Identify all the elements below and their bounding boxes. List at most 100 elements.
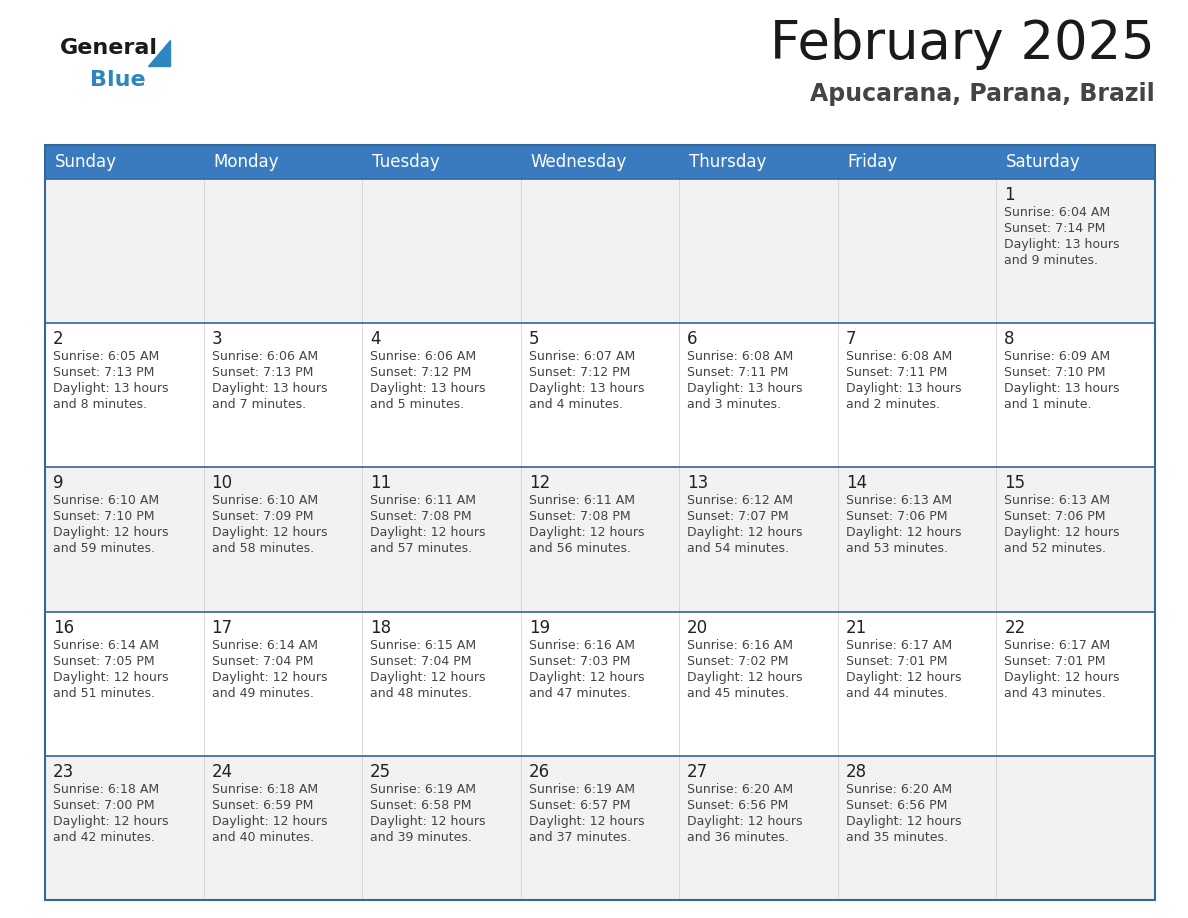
Text: 5: 5 bbox=[529, 330, 539, 348]
Text: 12: 12 bbox=[529, 475, 550, 492]
Text: Saturday: Saturday bbox=[1006, 153, 1081, 171]
Text: and 8 minutes.: and 8 minutes. bbox=[53, 398, 147, 411]
Text: Daylight: 12 hours: Daylight: 12 hours bbox=[846, 815, 961, 828]
Text: Sunset: 7:10 PM: Sunset: 7:10 PM bbox=[1004, 366, 1106, 379]
Text: 14: 14 bbox=[846, 475, 867, 492]
Text: Sunrise: 6:16 AM: Sunrise: 6:16 AM bbox=[687, 639, 794, 652]
Text: Sunday: Sunday bbox=[55, 153, 116, 171]
Text: and 45 minutes.: and 45 minutes. bbox=[687, 687, 789, 700]
Text: Daylight: 13 hours: Daylight: 13 hours bbox=[371, 382, 486, 396]
Text: Sunset: 7:08 PM: Sunset: 7:08 PM bbox=[371, 510, 472, 523]
Text: Sunrise: 6:09 AM: Sunrise: 6:09 AM bbox=[1004, 350, 1111, 364]
Text: Sunrise: 6:08 AM: Sunrise: 6:08 AM bbox=[846, 350, 952, 364]
Text: Sunset: 6:56 PM: Sunset: 6:56 PM bbox=[687, 799, 789, 812]
Text: Sunset: 7:09 PM: Sunset: 7:09 PM bbox=[211, 510, 312, 523]
Text: Sunset: 7:02 PM: Sunset: 7:02 PM bbox=[687, 655, 789, 667]
Text: 2: 2 bbox=[53, 330, 63, 348]
Text: 13: 13 bbox=[687, 475, 708, 492]
Text: Apucarana, Parana, Brazil: Apucarana, Parana, Brazil bbox=[810, 82, 1155, 106]
Text: and 47 minutes.: and 47 minutes. bbox=[529, 687, 631, 700]
Text: 9: 9 bbox=[53, 475, 63, 492]
Text: Sunrise: 6:10 AM: Sunrise: 6:10 AM bbox=[53, 495, 159, 508]
Text: Sunrise: 6:20 AM: Sunrise: 6:20 AM bbox=[846, 783, 952, 796]
Bar bbox=[45, 179, 1155, 323]
Text: Daylight: 12 hours: Daylight: 12 hours bbox=[53, 815, 169, 828]
Text: 18: 18 bbox=[371, 619, 391, 636]
Text: 20: 20 bbox=[687, 619, 708, 636]
Text: and 1 minute.: and 1 minute. bbox=[1004, 398, 1092, 411]
Text: 17: 17 bbox=[211, 619, 233, 636]
Text: 24: 24 bbox=[211, 763, 233, 781]
Text: 6: 6 bbox=[687, 330, 697, 348]
Text: and 2 minutes.: and 2 minutes. bbox=[846, 398, 940, 411]
Text: 21: 21 bbox=[846, 619, 867, 636]
Text: Sunset: 7:04 PM: Sunset: 7:04 PM bbox=[371, 655, 472, 667]
Text: and 42 minutes.: and 42 minutes. bbox=[53, 831, 154, 844]
Text: Daylight: 12 hours: Daylight: 12 hours bbox=[529, 671, 644, 684]
Bar bbox=[45, 756, 1155, 900]
Text: Sunset: 7:12 PM: Sunset: 7:12 PM bbox=[371, 366, 472, 379]
Text: 4: 4 bbox=[371, 330, 380, 348]
Text: Sunrise: 6:17 AM: Sunrise: 6:17 AM bbox=[1004, 639, 1111, 652]
Text: Daylight: 12 hours: Daylight: 12 hours bbox=[371, 671, 486, 684]
Text: Sunrise: 6:19 AM: Sunrise: 6:19 AM bbox=[371, 783, 476, 796]
Text: Sunrise: 6:13 AM: Sunrise: 6:13 AM bbox=[1004, 495, 1111, 508]
Text: Sunset: 7:13 PM: Sunset: 7:13 PM bbox=[211, 366, 312, 379]
Text: Sunrise: 6:18 AM: Sunrise: 6:18 AM bbox=[211, 783, 317, 796]
Text: Daylight: 12 hours: Daylight: 12 hours bbox=[211, 526, 327, 540]
Text: Daylight: 12 hours: Daylight: 12 hours bbox=[529, 815, 644, 828]
Text: Sunrise: 6:15 AM: Sunrise: 6:15 AM bbox=[371, 639, 476, 652]
Bar bbox=[45, 611, 1155, 756]
Text: 1: 1 bbox=[1004, 186, 1015, 204]
Text: Sunset: 7:07 PM: Sunset: 7:07 PM bbox=[687, 510, 789, 523]
Text: Daylight: 13 hours: Daylight: 13 hours bbox=[1004, 238, 1120, 251]
Bar bbox=[838, 145, 997, 179]
Text: Sunrise: 6:12 AM: Sunrise: 6:12 AM bbox=[687, 495, 794, 508]
Text: Sunset: 7:06 PM: Sunset: 7:06 PM bbox=[846, 510, 947, 523]
Text: Daylight: 12 hours: Daylight: 12 hours bbox=[371, 526, 486, 540]
Text: Thursday: Thursday bbox=[689, 153, 766, 171]
Text: Sunrise: 6:14 AM: Sunrise: 6:14 AM bbox=[53, 639, 159, 652]
Text: 15: 15 bbox=[1004, 475, 1025, 492]
Text: Sunrise: 6:19 AM: Sunrise: 6:19 AM bbox=[529, 783, 634, 796]
Bar bbox=[203, 145, 362, 179]
Text: and 53 minutes.: and 53 minutes. bbox=[846, 543, 948, 555]
Text: Sunset: 7:01 PM: Sunset: 7:01 PM bbox=[1004, 655, 1106, 667]
Text: Sunrise: 6:14 AM: Sunrise: 6:14 AM bbox=[211, 639, 317, 652]
Text: and 39 minutes.: and 39 minutes. bbox=[371, 831, 472, 844]
Text: and 7 minutes.: and 7 minutes. bbox=[211, 398, 305, 411]
Bar bbox=[45, 467, 1155, 611]
Text: 22: 22 bbox=[1004, 619, 1025, 636]
Text: and 3 minutes.: and 3 minutes. bbox=[687, 398, 782, 411]
Text: 25: 25 bbox=[371, 763, 391, 781]
Text: Friday: Friday bbox=[847, 153, 898, 171]
Text: and 43 minutes.: and 43 minutes. bbox=[1004, 687, 1106, 700]
Bar bbox=[45, 323, 1155, 467]
Text: and 52 minutes.: and 52 minutes. bbox=[1004, 543, 1106, 555]
Text: and 5 minutes.: and 5 minutes. bbox=[371, 398, 465, 411]
Text: Sunrise: 6:20 AM: Sunrise: 6:20 AM bbox=[687, 783, 794, 796]
Text: Sunset: 7:00 PM: Sunset: 7:00 PM bbox=[53, 799, 154, 812]
Text: and 4 minutes.: and 4 minutes. bbox=[529, 398, 623, 411]
Text: and 49 minutes.: and 49 minutes. bbox=[211, 687, 314, 700]
Text: Daylight: 13 hours: Daylight: 13 hours bbox=[1004, 382, 1120, 396]
Text: Blue: Blue bbox=[90, 70, 146, 90]
Text: Daylight: 13 hours: Daylight: 13 hours bbox=[687, 382, 803, 396]
Text: Sunset: 7:12 PM: Sunset: 7:12 PM bbox=[529, 366, 630, 379]
Text: Sunset: 7:11 PM: Sunset: 7:11 PM bbox=[687, 366, 789, 379]
Text: Sunset: 7:03 PM: Sunset: 7:03 PM bbox=[529, 655, 630, 667]
Text: Daylight: 12 hours: Daylight: 12 hours bbox=[687, 671, 803, 684]
Text: Daylight: 12 hours: Daylight: 12 hours bbox=[1004, 526, 1120, 540]
Text: Sunrise: 6:06 AM: Sunrise: 6:06 AM bbox=[211, 350, 317, 364]
Text: and 54 minutes.: and 54 minutes. bbox=[687, 543, 789, 555]
Text: Daylight: 12 hours: Daylight: 12 hours bbox=[529, 526, 644, 540]
Text: Sunrise: 6:13 AM: Sunrise: 6:13 AM bbox=[846, 495, 952, 508]
Text: 26: 26 bbox=[529, 763, 550, 781]
Text: Sunrise: 6:04 AM: Sunrise: 6:04 AM bbox=[1004, 206, 1111, 219]
Bar bbox=[45, 145, 1155, 900]
Text: and 9 minutes.: and 9 minutes. bbox=[1004, 254, 1099, 267]
Bar bbox=[520, 145, 680, 179]
Text: and 59 minutes.: and 59 minutes. bbox=[53, 543, 154, 555]
Text: Sunset: 6:59 PM: Sunset: 6:59 PM bbox=[211, 799, 312, 812]
Text: and 48 minutes.: and 48 minutes. bbox=[371, 687, 472, 700]
